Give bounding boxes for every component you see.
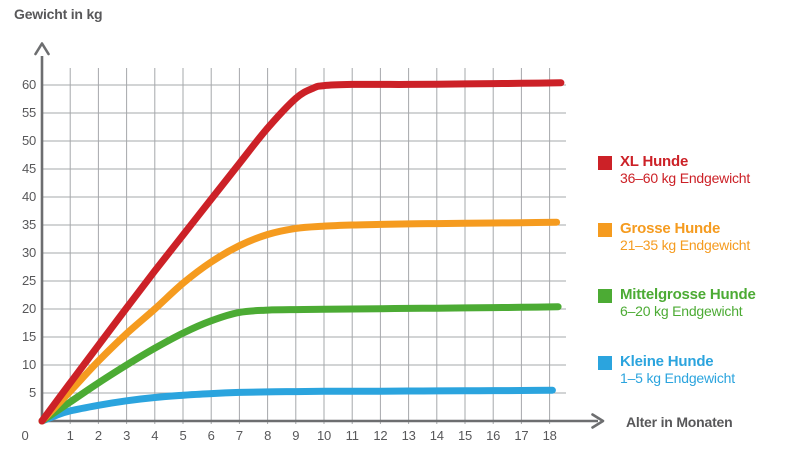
x-tick-label-15: 15	[457, 428, 473, 443]
x-tick-label-6: 6	[207, 428, 215, 443]
curve-mittelgrosse-hunde	[38, 303, 562, 425]
legend-item-kleine-hunde: Kleine Hunde 1–5 kg Endgewicht	[598, 353, 735, 387]
x-tick-label-1: 1	[66, 428, 74, 443]
legend-subtitle: 6–20 kg Endgewicht	[620, 303, 743, 319]
y-tick-label-25: 25	[21, 273, 36, 288]
x-tick-label-13: 13	[401, 428, 416, 443]
curve-xl-hunde	[38, 79, 565, 425]
legend-item-grosse-hunde: Grosse Hunde 21–35 kg Endgewicht	[598, 220, 750, 254]
curve-grosse-hunde	[38, 218, 561, 425]
x-tick-label-11: 11	[345, 428, 359, 443]
x-tick-label-12: 12	[373, 428, 388, 443]
legend-swatch-kleine-icon	[598, 356, 612, 370]
x-tick-label-4: 4	[151, 428, 159, 443]
y-tick-label-40: 40	[21, 189, 36, 204]
x-tick-label-8: 8	[264, 428, 272, 443]
y-tick-label-35: 35	[21, 217, 36, 232]
x-tick-label-14: 14	[429, 428, 444, 443]
y-axis-title: Gewicht in kg	[14, 6, 103, 22]
x-axis-arrow-icon	[591, 413, 605, 429]
x-tick-label-10: 10	[316, 428, 332, 443]
x-tick-label-16: 16	[486, 428, 501, 443]
legend-subtitle: 21–35 kg Endgewicht	[620, 237, 751, 253]
x-tick-label-9: 9	[292, 428, 300, 443]
y-axis-arrow-icon	[34, 42, 50, 56]
legend-item-xl-hunde: XL Hunde 36–60 kg Endgewicht	[598, 153, 750, 187]
y-tick-label-50: 50	[21, 133, 36, 148]
x-tick-label-5: 5	[179, 428, 187, 443]
legend-swatch-xl-icon	[598, 156, 612, 170]
legend-subtitle: 1–5 kg Endgewicht	[620, 370, 735, 386]
x-tick-label-18: 18	[542, 428, 557, 443]
x-tick-label-17: 17	[514, 428, 529, 443]
x-tick-label-3: 3	[123, 428, 131, 443]
legend-title: Grosse Hunde	[620, 220, 721, 237]
legend-subtitle: 36–60 kg Endgewicht	[620, 170, 751, 186]
x-axis-title: Alter in Monaten	[626, 414, 733, 430]
y-tick-label-10: 10	[21, 357, 36, 372]
y-tick-label-5: 5	[28, 385, 36, 400]
legend-title: Kleine Hunde	[620, 353, 714, 370]
y-tick-label-15: 15	[21, 329, 36, 344]
y-tick-label-60: 60	[21, 77, 36, 92]
legend-title: Mittelgrosse Hunde	[620, 286, 756, 303]
y-tick-label-45: 45	[21, 161, 36, 176]
legend-swatch-grosse-icon	[598, 223, 612, 237]
origin-tick-label: 0	[21, 428, 29, 443]
legend-title: XL Hunde	[620, 153, 689, 170]
x-tick-label-7: 7	[235, 428, 243, 443]
y-tick-label-55: 55	[21, 105, 36, 120]
y-tick-label-20: 20	[21, 301, 36, 316]
legend-item-mittelgrosse-hunde: Mittelgrosse Hunde 6–20 kg Endgewicht	[598, 286, 756, 320]
legend-swatch-mittelgrosse-icon	[598, 289, 612, 303]
x-tick-label-2: 2	[94, 428, 102, 443]
y-tick-label-30: 30	[21, 245, 36, 260]
curve-kleine-hunde	[38, 386, 556, 425]
